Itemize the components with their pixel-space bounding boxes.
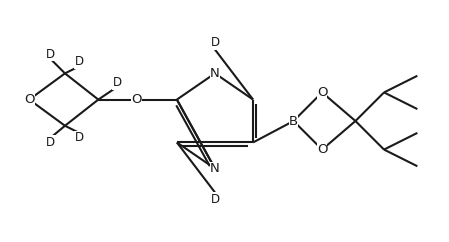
Text: D: D	[46, 136, 55, 149]
Text: O: O	[131, 93, 141, 106]
Text: D: D	[46, 48, 55, 61]
Text: N: N	[210, 162, 220, 175]
Text: D: D	[75, 131, 84, 144]
Text: D: D	[75, 55, 84, 68]
Text: D: D	[113, 76, 122, 89]
Text: D: D	[211, 193, 220, 206]
Text: O: O	[317, 86, 327, 99]
Text: B: B	[289, 114, 298, 128]
Text: O: O	[317, 143, 327, 156]
Text: O: O	[24, 93, 35, 106]
Text: D: D	[211, 36, 220, 49]
Text: N: N	[210, 67, 220, 80]
